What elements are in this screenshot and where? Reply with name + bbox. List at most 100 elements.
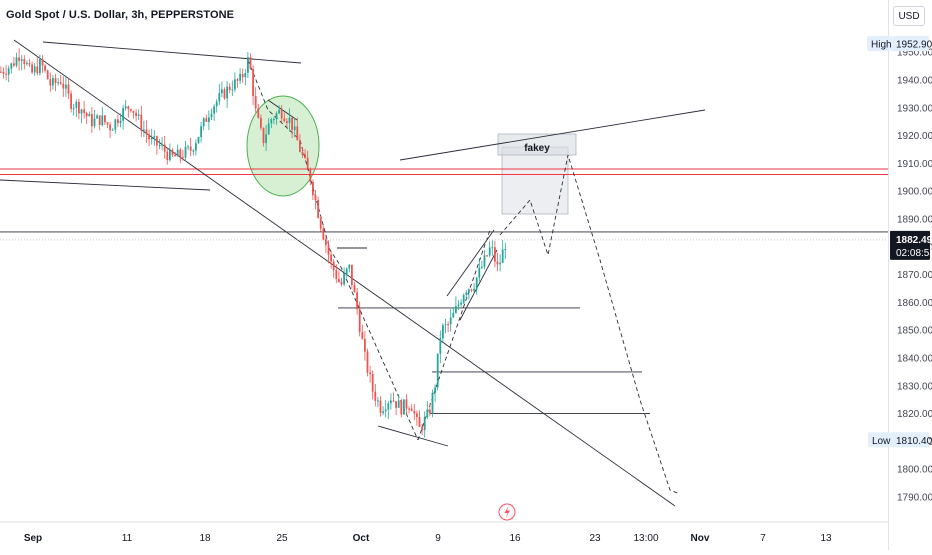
- currency-button[interactable]: USD: [893, 6, 925, 26]
- high-label: High: [871, 40, 892, 51]
- candle-body: [13, 63, 15, 66]
- candle-body: [130, 109, 132, 111]
- time-tick-label: 13: [820, 533, 832, 544]
- candle-body: [36, 66, 39, 74]
- time-tick-label: 7: [760, 533, 766, 544]
- candle-body: [416, 413, 418, 418]
- price-tick-label: 1900.00: [897, 187, 932, 198]
- candle-body: [340, 281, 343, 285]
- candle-body: [470, 289, 473, 291]
- candle-body: [59, 82, 62, 84]
- candle-body: [145, 129, 148, 135]
- candle-body: [137, 114, 140, 116]
- candle-body: [122, 108, 124, 121]
- candle-body: [132, 110, 135, 113]
- candle-body: [179, 149, 182, 157]
- candle-body: [93, 118, 96, 127]
- candle-body: [452, 312, 455, 318]
- candle-body: [473, 288, 475, 291]
- candle-body: [218, 93, 221, 102]
- candle-body: [395, 401, 397, 408]
- candle-body: [96, 115, 98, 119]
- candle-body: [312, 181, 314, 196]
- candle-body: [496, 261, 499, 265]
- candle-body: [332, 261, 335, 271]
- candle-body: [400, 400, 403, 415]
- candle-body: [405, 399, 408, 409]
- fakey-header-box: [497, 133, 577, 156]
- low-value: 1810.40: [896, 436, 932, 447]
- candle-body: [75, 101, 78, 108]
- candle-body: [52, 78, 54, 86]
- candle-body: [338, 278, 340, 282]
- candle-body: [156, 136, 158, 146]
- candle-body: [429, 409, 431, 414]
- candle-body: [260, 117, 262, 128]
- candle-body: [26, 63, 28, 65]
- candle-body: [275, 113, 278, 120]
- time-tick-label: Oct: [353, 533, 370, 544]
- projection-future: [499, 154, 681, 495]
- candle-body: [223, 89, 226, 99]
- candle-body: [309, 168, 312, 182]
- fakey-label: fakey: [524, 143, 550, 154]
- candle-body: [140, 114, 143, 131]
- candle-body: [143, 129, 145, 131]
- candle-body: [221, 89, 223, 94]
- time-tick-label: 11: [122, 533, 133, 544]
- candle-body: [65, 84, 67, 89]
- candle-body: [124, 106, 127, 109]
- price-tick-label: 1820.00: [897, 409, 932, 420]
- upper-trend: [399, 109, 706, 161]
- price-tick-label: 1920.00: [897, 131, 932, 142]
- candle-body: [189, 146, 192, 151]
- candle-body: [421, 426, 423, 431]
- candle-body: [358, 309, 361, 333]
- low-label: Low: [872, 436, 891, 447]
- price-tick-label: 1850.00: [897, 326, 932, 337]
- candle-body: [356, 292, 358, 310]
- candle-body: [182, 156, 184, 158]
- candle-body: [483, 255, 486, 267]
- candle-body: [18, 57, 20, 61]
- candle-body: [114, 119, 117, 130]
- candle-body: [195, 143, 197, 151]
- candle-body: [205, 118, 208, 122]
- candle-body: [390, 400, 392, 404]
- candle-body: [286, 121, 288, 123]
- candle-body: [210, 113, 213, 118]
- candle-body: [397, 400, 400, 408]
- candle-body: [57, 82, 59, 84]
- candle-body: [486, 255, 488, 257]
- candle-body: [202, 118, 205, 127]
- candle-body: [33, 66, 36, 73]
- candle-body: [111, 129, 114, 131]
- candle-body: [153, 136, 156, 138]
- candle-body: [174, 154, 176, 157]
- candle-body: [345, 268, 348, 275]
- price-tick-label: 1940.00: [897, 76, 932, 87]
- candle-body: [234, 79, 236, 90]
- candle-body: [254, 96, 257, 109]
- candle-body: [44, 65, 46, 71]
- candle-body: [325, 239, 327, 246]
- candle-body: [109, 124, 111, 131]
- candle-body: [257, 108, 260, 118]
- candle-body: [361, 332, 364, 339]
- candle-body: [343, 274, 345, 285]
- candle-body: [5, 73, 7, 75]
- candle-body: [28, 63, 31, 65]
- high-value: 1952.90: [896, 40, 932, 51]
- candle-body: [83, 109, 85, 113]
- candle-body: [327, 245, 330, 255]
- price-tick-label: 1800.00: [897, 465, 932, 476]
- candle-body: [148, 134, 150, 140]
- price-tick-label: 1890.00: [897, 215, 932, 226]
- bottom-channel: [0, 179, 211, 191]
- candle-body: [119, 120, 122, 123]
- candle-body: [364, 338, 366, 352]
- low-label-bg: [868, 432, 891, 448]
- candle-body: [351, 264, 353, 285]
